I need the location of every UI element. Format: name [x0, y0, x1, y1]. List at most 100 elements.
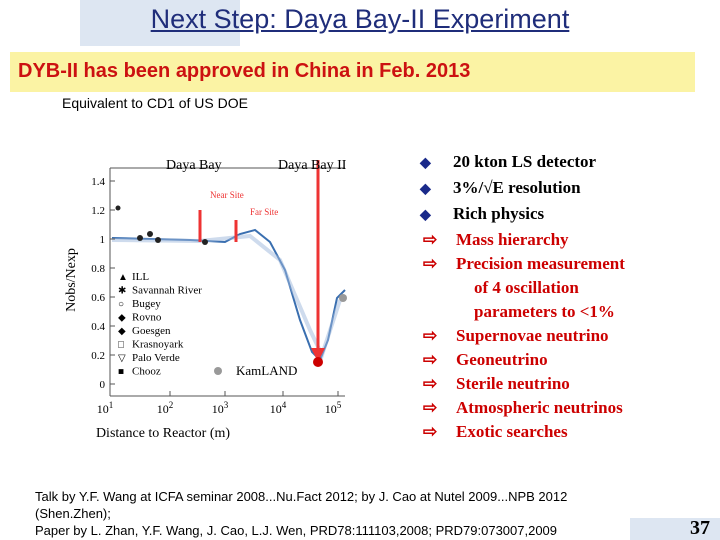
- tick-base: 10: [325, 402, 337, 416]
- sub-bullet: ⇨ Precision measurement: [420, 252, 625, 276]
- sub-bullet: ⇨ Exotic searches: [420, 420, 625, 444]
- legend-label: ILL: [132, 271, 149, 283]
- tick-base: 10: [97, 402, 109, 416]
- x-tick-label: 103: [212, 400, 229, 416]
- y-tick-label: 1.4: [91, 176, 105, 188]
- marker: ⇨: [423, 374, 438, 393]
- legend-symbol: ▽: [118, 353, 126, 364]
- tick-base: 10: [157, 402, 169, 416]
- legend-symbol: ✱: [118, 286, 126, 297]
- item-text: of 4 oscillation: [474, 278, 579, 297]
- item-text: Atmospheric neutrinos: [456, 398, 623, 417]
- sub-bullet: of 4 oscillation: [387, 276, 625, 300]
- y-label: Nobs/Nexp: [64, 248, 79, 312]
- page-bg: [630, 518, 720, 540]
- bullet: ◆ Rich physics: [420, 202, 625, 228]
- dybii-point: [313, 357, 323, 367]
- footer-line: (Shen.Zhen);: [35, 506, 111, 521]
- marker: ⇨: [423, 398, 438, 417]
- y-tick-label: 1.2: [91, 205, 105, 217]
- legend-label: Palo Verde: [132, 352, 180, 364]
- legend-label: Krasnoyark: [132, 339, 184, 351]
- kamland: KamLAND: [236, 363, 297, 378]
- legend-symbol: ▲: [118, 272, 128, 283]
- legend-symbol: ◆: [118, 313, 126, 324]
- marker: ⇨: [423, 350, 438, 369]
- legend-label: Savannah River: [132, 285, 202, 297]
- footer-line: Talk by Y.F. Wang at ICFA seminar 2008..…: [35, 489, 568, 504]
- banner: DYB-II has been approved in China in Feb…: [18, 60, 471, 82]
- tick-exp: 3: [224, 400, 229, 410]
- bullet: ◆ 3%/√E resolution: [420, 176, 625, 202]
- y-tick-label: 0.8: [91, 263, 105, 275]
- y-tick-label: 0.2: [91, 350, 105, 362]
- tick-exp: 1: [109, 400, 114, 410]
- marker: ⇨: [423, 422, 438, 441]
- sub-bullet: ⇨ Supernovae neutrino: [420, 324, 625, 348]
- marker: ⇨: [423, 254, 438, 273]
- y-tick-label: 0.6: [91, 292, 105, 304]
- legend-label: Rovno: [132, 312, 162, 324]
- sub-bullet: ⇨ Geoneutrino: [420, 348, 625, 372]
- subtitle: Equivalent to CD1 of US DOE: [62, 95, 248, 111]
- tick-base: 10: [270, 402, 282, 416]
- marker: ⇨: [423, 326, 438, 345]
- far-site: Far Site: [250, 207, 278, 217]
- tick-exp: 4: [282, 400, 287, 410]
- item-text: Geoneutrino: [456, 350, 548, 369]
- footer: Talk by Y.F. Wang at ICFA seminar 2008..…: [35, 488, 567, 539]
- y-tick-label: 0.4: [91, 321, 105, 333]
- item-text: Precision measurement: [456, 254, 625, 273]
- point: [339, 294, 347, 302]
- legend-symbol: ■: [118, 367, 124, 378]
- y-tick-label: 1: [100, 234, 106, 246]
- x-tick-label: 102: [157, 400, 174, 416]
- marker: ◆: [420, 182, 431, 197]
- legend-label: Bugey: [132, 298, 161, 310]
- sub-bullet: ⇨ Atmospheric neutrinos: [420, 396, 625, 420]
- figure-bg: [30, 140, 390, 445]
- x-tick-label: 105: [325, 400, 342, 416]
- figure: Nobs/Nexp Distance to Reactor (m) Daya B…: [30, 140, 390, 445]
- legend-daya-bay: Daya Bay: [166, 158, 222, 173]
- legend-daya-bay-ii: Daya Bay II: [278, 158, 347, 173]
- x-tick-label: 104: [270, 400, 287, 416]
- item-text: Mass hierarchy: [456, 230, 569, 249]
- tick-exp: 2: [169, 400, 174, 410]
- bullet: ◆ 20 kton LS detector: [420, 150, 625, 176]
- page-number: 37: [690, 517, 710, 539]
- item-text: Rich physics: [453, 204, 545, 223]
- title-bg: [80, 0, 240, 46]
- marker: ⇨: [423, 230, 438, 249]
- sub-bullet: ⇨ Mass hierarchy: [420, 228, 625, 252]
- item-text: Supernovae neutrino: [456, 326, 609, 345]
- legend-label: Goesgen: [132, 325, 171, 337]
- legend-symbol: ○: [118, 299, 124, 310]
- marker: ◆: [420, 208, 431, 223]
- near-site: Near Site: [210, 190, 244, 200]
- banner-bg: [10, 52, 695, 92]
- legend-label: Chooz: [132, 366, 161, 378]
- title: Next Step: Daya Bay-II Experiment: [150, 4, 570, 34]
- item-text: Exotic searches: [456, 422, 568, 441]
- item-text: 20 kton LS detector: [453, 152, 597, 171]
- marker: ◆: [420, 156, 431, 171]
- item-text: 3%/√E resolution: [453, 178, 581, 197]
- y-tick-label: 0: [100, 379, 106, 391]
- item-text: parameters to <1%: [474, 302, 615, 321]
- tick-exp: 5: [337, 400, 342, 410]
- tick-base: 10: [212, 402, 224, 416]
- x-label: Distance to Reactor (m): [96, 426, 230, 441]
- sub-bullet: parameters to <1%: [387, 300, 625, 324]
- dybii-arrowhead: [311, 348, 325, 362]
- legend-symbol: ◆: [118, 326, 126, 337]
- data-points: [115, 205, 208, 245]
- x-tick-label: 101: [97, 400, 114, 416]
- footer-line: Paper by L. Zhan, Y.F. Wang, J. Cao, L.J…: [35, 523, 558, 538]
- legend-symbol: □: [118, 340, 124, 351]
- point: [214, 367, 222, 375]
- sub-bullet: ⇨ Sterile neutrino: [420, 372, 625, 396]
- item-text: Sterile neutrino: [456, 374, 570, 393]
- bullet-list: ◆ 20 kton LS detector ◆ 3%/√E resolution ◆ Ri…: [420, 150, 625, 444]
